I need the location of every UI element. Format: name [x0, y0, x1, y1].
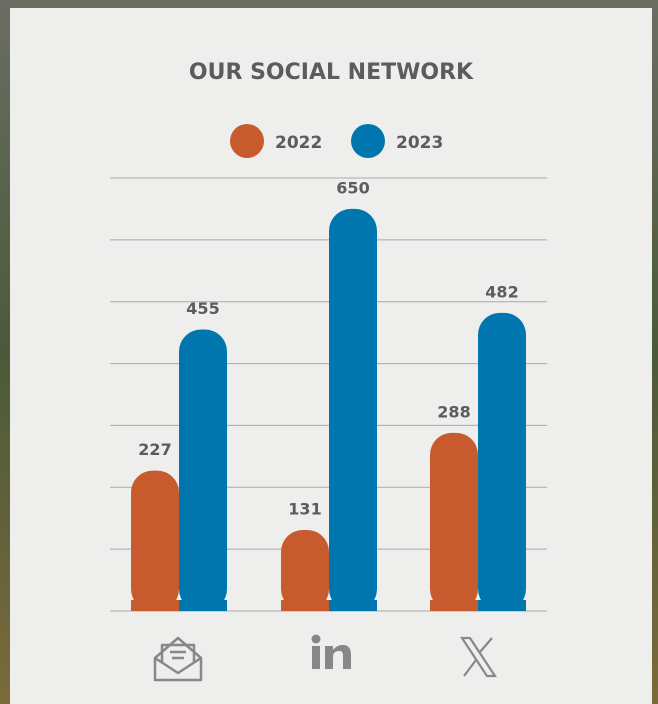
chart-title: OUR SOCIAL NETWORK: [189, 60, 474, 85]
bar: [478, 312, 526, 611]
legend-swatch: [230, 124, 264, 158]
bar-base: [131, 600, 179, 611]
linkedin-icon: [311, 634, 351, 669]
bar-base: [478, 600, 526, 611]
bar-base: [281, 600, 329, 611]
bar: [281, 529, 329, 611]
bar: [131, 470, 179, 611]
bar: [179, 329, 227, 611]
value-label: 227: [138, 440, 171, 459]
x-icon: [459, 636, 498, 678]
legend-label: 2023: [396, 133, 443, 153]
value-label: 482: [485, 282, 518, 301]
value-label: 288: [437, 402, 470, 421]
bar-base: [179, 600, 227, 611]
legend-label: 2022: [275, 133, 322, 153]
plot: 2022 2023 227 455 131 650 288 482: [110, 124, 547, 612]
legend-swatch: [351, 124, 385, 158]
bar-base: [430, 600, 478, 611]
email-icon: [153, 636, 203, 682]
bar: [329, 208, 377, 611]
value-label: 131: [288, 499, 321, 518]
bar: [430, 432, 478, 611]
value-label: 650: [336, 178, 369, 197]
value-label: 455: [186, 299, 219, 318]
bar-base: [329, 600, 377, 611]
